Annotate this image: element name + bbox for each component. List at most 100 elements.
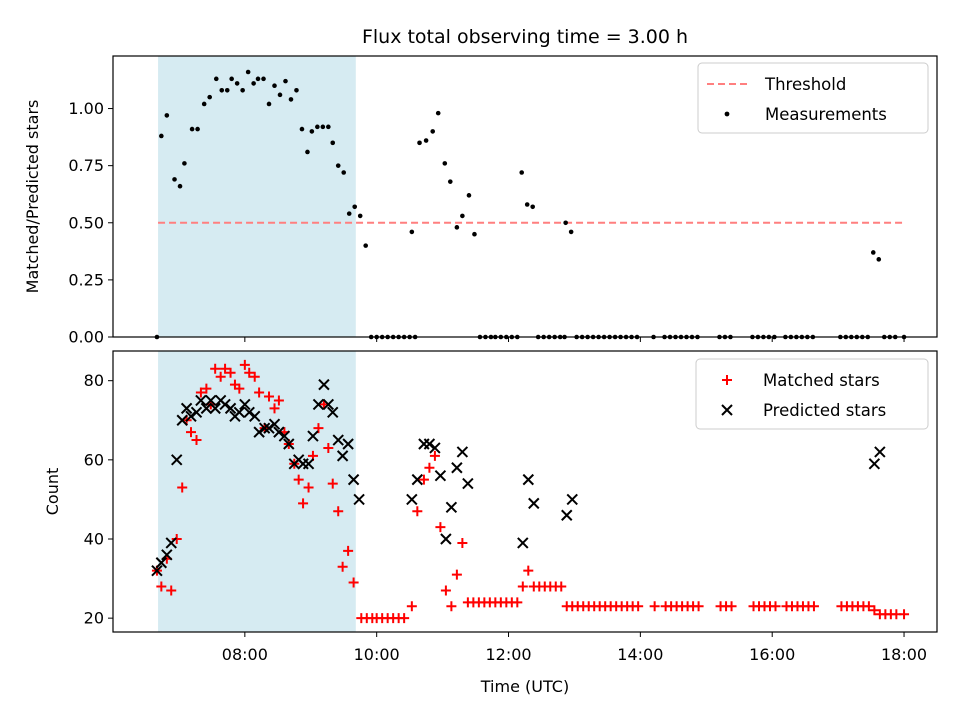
measurement-point [213,76,219,82]
measurement-point [466,193,472,198]
measurement-point [330,140,336,146]
predicted-star-marker [253,426,265,438]
matched-star-marker [254,387,265,398]
predicted-star-marker [200,402,213,415]
y-tick-label: 80 [84,371,104,390]
measurement-point [315,124,320,130]
predicted-star-marker [263,422,275,434]
matched-star-marker [429,450,440,461]
matched-star-marker [333,506,344,517]
measurement-point [309,129,315,134]
measurements-legend-label: Measurements [765,105,887,124]
predicted-star-marker [322,398,335,411]
counts-axes-frame [112,350,938,633]
measurement-point [172,177,177,182]
predicted-star-marker [336,450,349,462]
chart-title: Flux total observing time = 3.00 h [362,26,688,48]
counts-y-axis-label: Count [43,468,62,516]
predicted-star-marker [278,430,291,442]
measurement-point [417,140,422,146]
y-tick-label: 1.00 [68,99,104,118]
matched-star-marker [244,367,255,378]
measurement-point [357,213,363,219]
predicted-star-marker [434,469,447,482]
counts-legend: Matched stars Predicted stars [695,358,929,430]
predicted-star-marker [151,564,163,577]
measurement-point [189,126,195,132]
measurement-point [261,76,266,82]
matched-star-marker [633,601,644,612]
measurement-point [460,213,465,219]
predicted-star-marker [171,454,183,466]
ratio-legend: Threshold Measurements [697,62,929,134]
matched-star-marker [298,498,309,509]
measurement-point [251,81,256,86]
predicted-star-marker [318,378,330,391]
measurement-point [299,126,305,132]
predicted-star-marker [283,438,295,450]
measurement-point [563,220,568,226]
ratio-y-axis-label: Matched/Predicted stars [23,100,42,294]
measurement-point [277,92,283,98]
measurement-point [870,250,876,255]
matched-star-marker [191,435,202,446]
matched-star-marker [348,577,359,588]
measurement-point [245,69,251,75]
counts-legend-box [695,358,929,430]
matched-star-marker [303,482,314,493]
matched-star-marker [424,462,435,473]
matched-star-marker [399,613,410,624]
matched-star-marker [210,363,221,374]
predicted-star-marker [561,509,573,521]
predicted-star-marker [249,410,261,423]
measurement-point [568,229,574,235]
matched-star-marker [863,601,874,612]
predicted-star-marker [462,477,474,490]
measurement-point [341,170,347,175]
predicted-star-marker [209,402,221,415]
measurements-legend-swatch [724,111,730,117]
matched-star-marker [186,427,197,438]
matched-star-marker [215,371,226,382]
matched-star-marker [166,585,177,596]
x-tick-label: 12:00 [485,645,531,664]
measurement-point [255,76,261,82]
threshold-legend-label: Threshold [764,75,846,94]
predicted-star-marker [185,410,197,423]
x-tick-label: 14:00 [617,645,663,664]
measurement-point [423,138,429,143]
predicted-star-marker [528,497,540,510]
observing-window-shade [158,351,356,632]
matched-star-marker [273,395,284,406]
predicted-star-marker [239,398,251,411]
measurement-point [472,231,477,237]
measurement-point [363,243,368,248]
measurement-point [430,129,436,134]
measurement-point [352,204,358,210]
matched-star-marker [770,601,781,612]
matched-star-marker [156,581,167,592]
matched-legend-swatch [722,375,732,385]
measurement-point [519,170,525,175]
matched-star-marker [808,601,819,612]
measurement-point [442,161,448,166]
measurement-point [294,87,299,93]
predicted-star-marker [445,501,458,514]
predicted-star-marker [423,438,436,450]
matched-star-marker [239,359,250,370]
predicted-star-marker [243,406,255,419]
y-tick-label: 60 [84,450,104,469]
measurement-point [320,124,326,130]
x-axis-label: Time (UTC) [480,677,569,696]
predicted-star-marker [411,473,424,486]
predicted-star-marker [418,438,430,450]
measurement-point [326,124,331,130]
y-tick-label: 0.75 [68,156,104,175]
matched-star-marker [418,474,429,485]
predicted-star-marker [205,394,217,407]
measurement-point [219,87,225,93]
predicted-star-marker [327,406,339,419]
predicted-star-marker [429,442,441,454]
measurement-point [409,229,415,235]
predicted-star-marker [224,402,237,415]
